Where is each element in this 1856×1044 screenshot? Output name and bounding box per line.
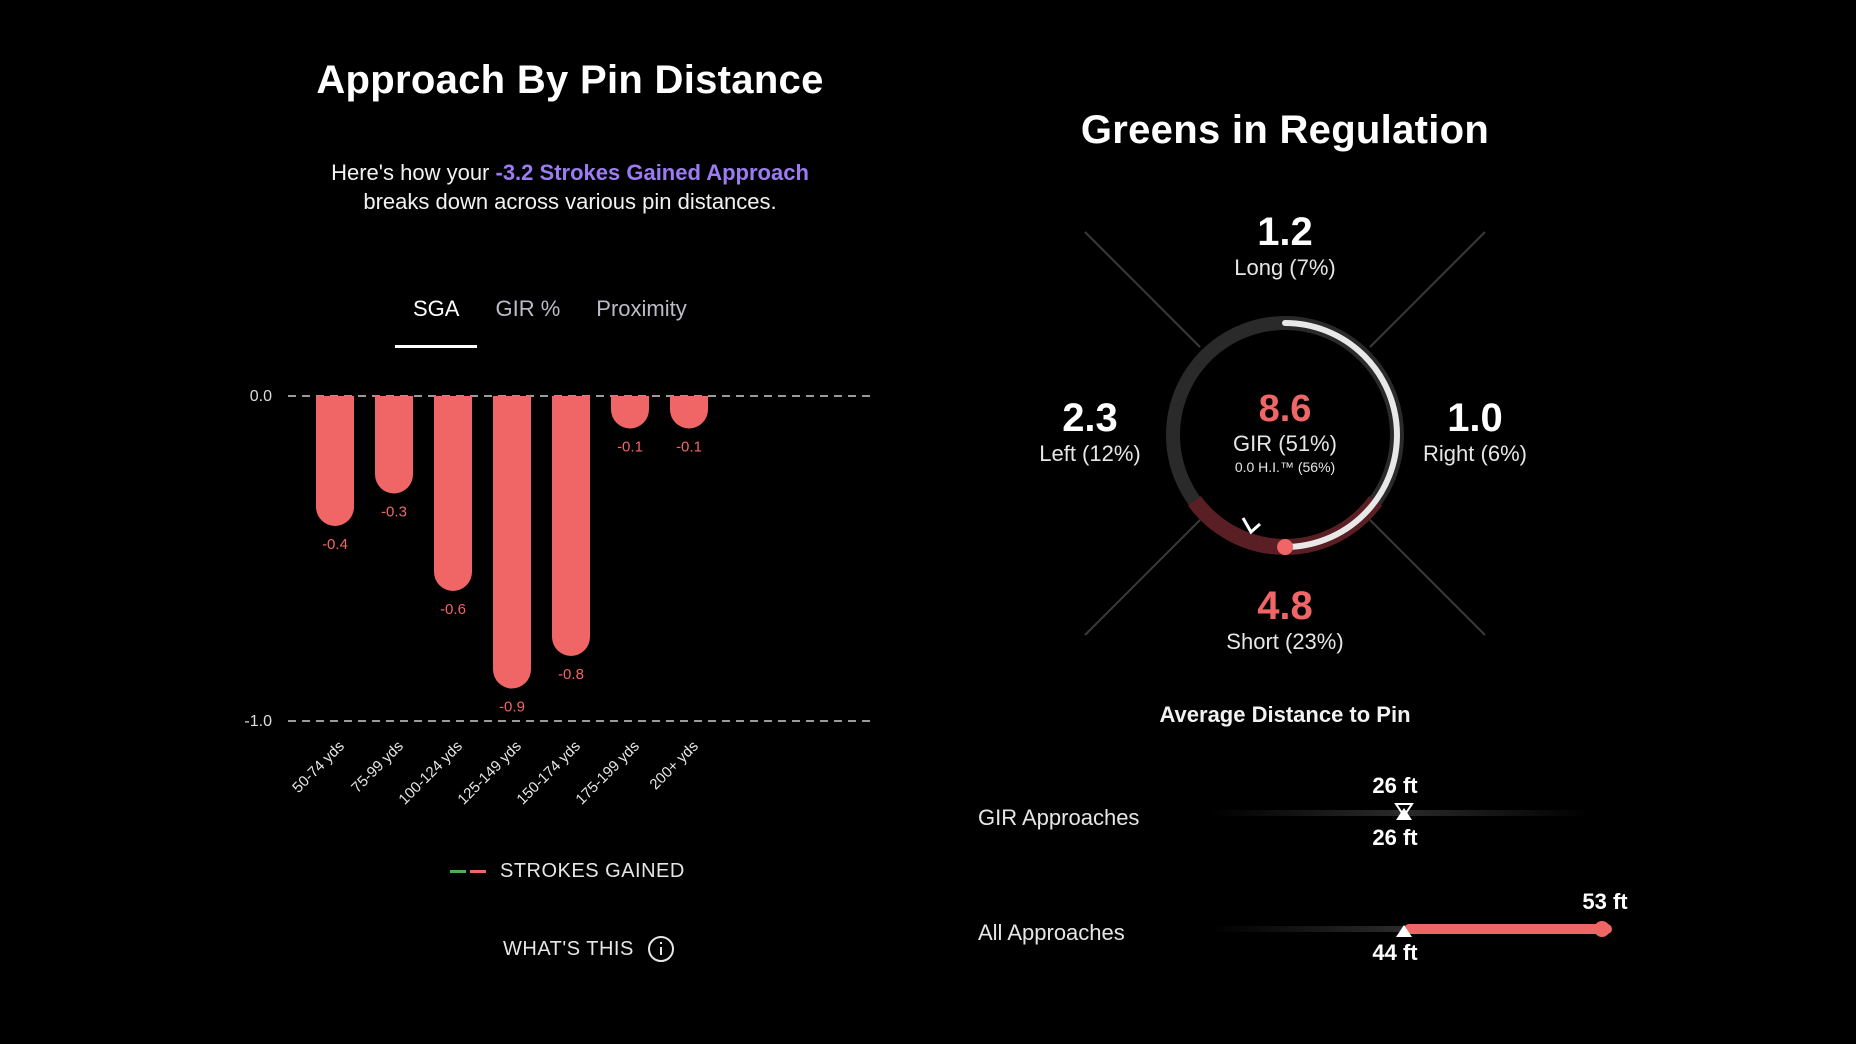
all-top-distance: 53 ft xyxy=(1582,889,1628,914)
long-label: Long (7%) xyxy=(1234,255,1336,280)
line-bottom-right xyxy=(1369,519,1486,636)
subtitle: Here's how your -3.2 Strokes Gained Appr… xyxy=(220,158,920,216)
chart-legend: STROKES GAINED xyxy=(450,856,685,886)
bar xyxy=(552,396,590,656)
gir-label: GIR (51%) xyxy=(1233,431,1337,456)
all-bottom-distance: 44 ft xyxy=(1372,940,1418,965)
short-stat: 4.8 Short (23%) xyxy=(1185,584,1385,655)
subtitle-suffix: breaks down across various pin distances… xyxy=(363,189,777,214)
whats-this-label: WHAT'S THIS xyxy=(503,937,634,960)
bar xyxy=(434,396,472,591)
hi-label: 0.0 H.I.™ (56%) xyxy=(1234,459,1336,475)
short-label: Short (23%) xyxy=(1226,629,1344,654)
legend-label: STROKES GAINED xyxy=(500,859,685,882)
x-tick-label: 75-99 yds xyxy=(348,738,407,797)
quadrant-lines xyxy=(1084,231,1486,636)
right-value: 1.0 xyxy=(1447,396,1503,440)
info-icon xyxy=(647,936,674,962)
gir-title: Greens in Regulation xyxy=(1080,108,1490,152)
tab-sga[interactable]: SGA xyxy=(395,296,478,348)
left-value: 2.3 xyxy=(1062,396,1118,440)
gir-progress-dot xyxy=(1277,539,1294,555)
x-tick-label: 175-199 yds xyxy=(572,738,642,808)
y-tick-label: -1.0 xyxy=(244,713,272,730)
line-top-right xyxy=(1369,231,1486,348)
line-top-left xyxy=(1084,231,1201,348)
gir-value: 8.6 xyxy=(1258,388,1312,430)
all-marker-icon xyxy=(1396,925,1412,937)
left-stat: 2.3 Left (12%) xyxy=(1010,396,1170,467)
page-title: Approach By Pin Distance xyxy=(316,58,824,102)
bar-value-label: -0.3 xyxy=(381,504,407,521)
long-stat: 1.2 Long (7%) xyxy=(1185,210,1385,281)
gir-progress-arc xyxy=(1282,320,1401,550)
subtitle-prefix: Here's how your xyxy=(331,160,496,185)
left-label: Left (12%) xyxy=(1039,441,1141,466)
legend-swatch-icon xyxy=(450,869,486,873)
gir-marker-down-icon xyxy=(1394,803,1414,818)
bar-value-label: -0.4 xyxy=(322,536,348,553)
right-stat: 1.0 Right (6%) xyxy=(1395,396,1555,467)
bar-value-label: -0.9 xyxy=(499,699,525,716)
bar xyxy=(670,396,708,429)
gir-track xyxy=(1210,810,1590,816)
gir-marker-up-icon xyxy=(1396,808,1412,820)
x-tick-label: 50-74 yds xyxy=(289,738,348,797)
bar xyxy=(493,396,531,689)
gir-dial xyxy=(1084,231,1486,636)
y-tick-label: 0.0 xyxy=(250,388,272,405)
bar xyxy=(611,396,649,429)
line-bottom-left xyxy=(1084,519,1201,636)
strokes-gained-highlight: -3.2 Strokes Gained Approach xyxy=(495,160,809,185)
gir-top-distance: 26 ft xyxy=(1372,773,1418,798)
metric-tabs: SGA GIR % Proximity xyxy=(395,296,705,348)
gir-approaches-label: GIR Approaches xyxy=(978,805,1140,830)
x-tick-label: 200+ yds xyxy=(646,738,701,793)
sga-bar-chart: 0.0-1.0-0.450-74 yds-0.375-99 yds-0.6100… xyxy=(244,388,870,808)
bar xyxy=(316,396,354,526)
arc-check-icon xyxy=(1241,517,1261,535)
tab-gir-percent[interactable]: GIR % xyxy=(495,296,561,321)
bar-value-label: -0.8 xyxy=(558,666,584,683)
whats-this-button[interactable]: WHAT'S THIS xyxy=(503,934,674,964)
short-value: 4.8 xyxy=(1257,584,1313,628)
gir-bottom-distance: 26 ft xyxy=(1372,825,1418,850)
all-approaches-label: All Approaches xyxy=(978,920,1125,945)
tab-proximity[interactable]: Proximity xyxy=(596,296,687,321)
right-label: Right (6%) xyxy=(1423,441,1527,466)
long-value: 1.2 xyxy=(1257,210,1313,254)
bar-value-label: -0.6 xyxy=(440,601,466,618)
bar xyxy=(375,396,413,494)
bar-value-label: -0.1 xyxy=(676,439,702,456)
bar-value-label: -0.1 xyxy=(617,439,643,456)
avg-distance-title: Average Distance to Pin xyxy=(1159,702,1411,727)
distance-bars xyxy=(1210,803,1612,937)
gir-center-stat: 8.6 GIR (51%) 0.0 H.I.™ (56%) xyxy=(1185,388,1385,475)
all-approaches-bar xyxy=(1404,924,1612,934)
all-approaches-dot xyxy=(1594,921,1610,937)
